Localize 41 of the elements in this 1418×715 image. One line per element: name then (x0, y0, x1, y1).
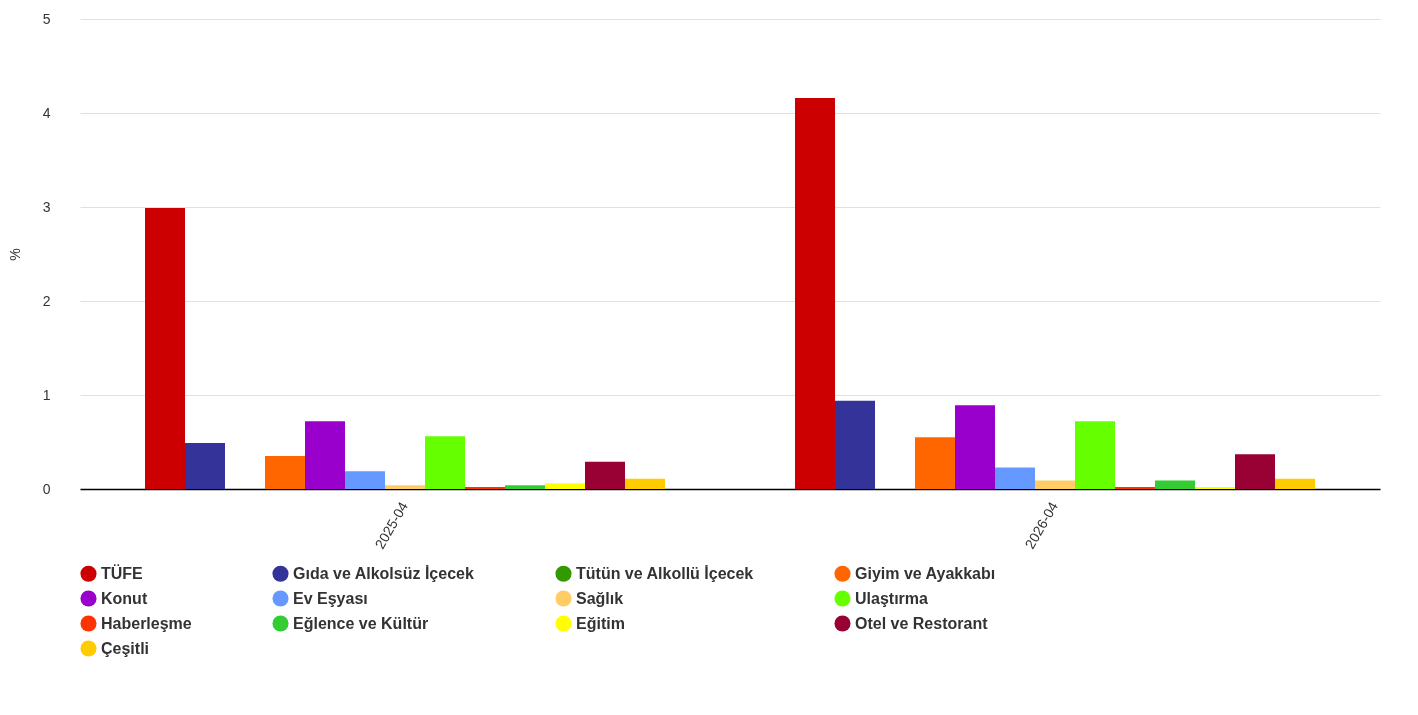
bar (1235, 454, 1275, 489)
legend-label: TÜFE (101, 563, 144, 582)
bar (1275, 478, 1315, 489)
bar (1035, 480, 1075, 489)
legend-label: Giyim ve Ayakkabı (855, 564, 996, 582)
legend-label: Çeşitli (101, 639, 150, 657)
y-axis-title: % (6, 248, 23, 261)
bar (915, 437, 955, 489)
bar (505, 485, 545, 489)
legend-label: Eğlence ve Kültür (293, 614, 429, 632)
legend-label: Konut (101, 589, 148, 607)
y-tick-label: 3 (42, 198, 51, 215)
bar (835, 400, 875, 489)
legend-label: Eğitim (576, 614, 625, 632)
bar (305, 421, 345, 489)
y-tick-label: 4 (42, 104, 51, 121)
y-tick-label: 2 (42, 292, 51, 309)
bar (545, 483, 585, 489)
legend-label: Sağlık (576, 589, 624, 607)
legend-label: Tütün ve Alkollü İçecek (576, 564, 754, 582)
y-tick-label: 5 (42, 10, 51, 27)
y-tick-label: 0 (42, 480, 51, 497)
bar (1075, 421, 1115, 489)
legend-label: Ev Eşyası (293, 589, 368, 607)
legend-label: Haberleşme (101, 614, 192, 632)
y-tick-label: 1 (42, 386, 51, 403)
bar (1155, 480, 1195, 489)
bar (795, 97, 835, 489)
bar (625, 478, 665, 489)
bar (145, 207, 185, 489)
bar (345, 471, 385, 489)
bar (425, 436, 465, 489)
legend-label: Gıda ve Alkolsüz İçecek (293, 564, 474, 582)
bar (385, 485, 425, 489)
bar (995, 467, 1035, 489)
legend-label: Ulaştırma (855, 589, 929, 607)
bar (265, 456, 305, 489)
bar (585, 461, 625, 489)
bar (955, 405, 995, 489)
legend-label: Otel ve Restorant (855, 614, 989, 632)
bar (185, 442, 225, 489)
